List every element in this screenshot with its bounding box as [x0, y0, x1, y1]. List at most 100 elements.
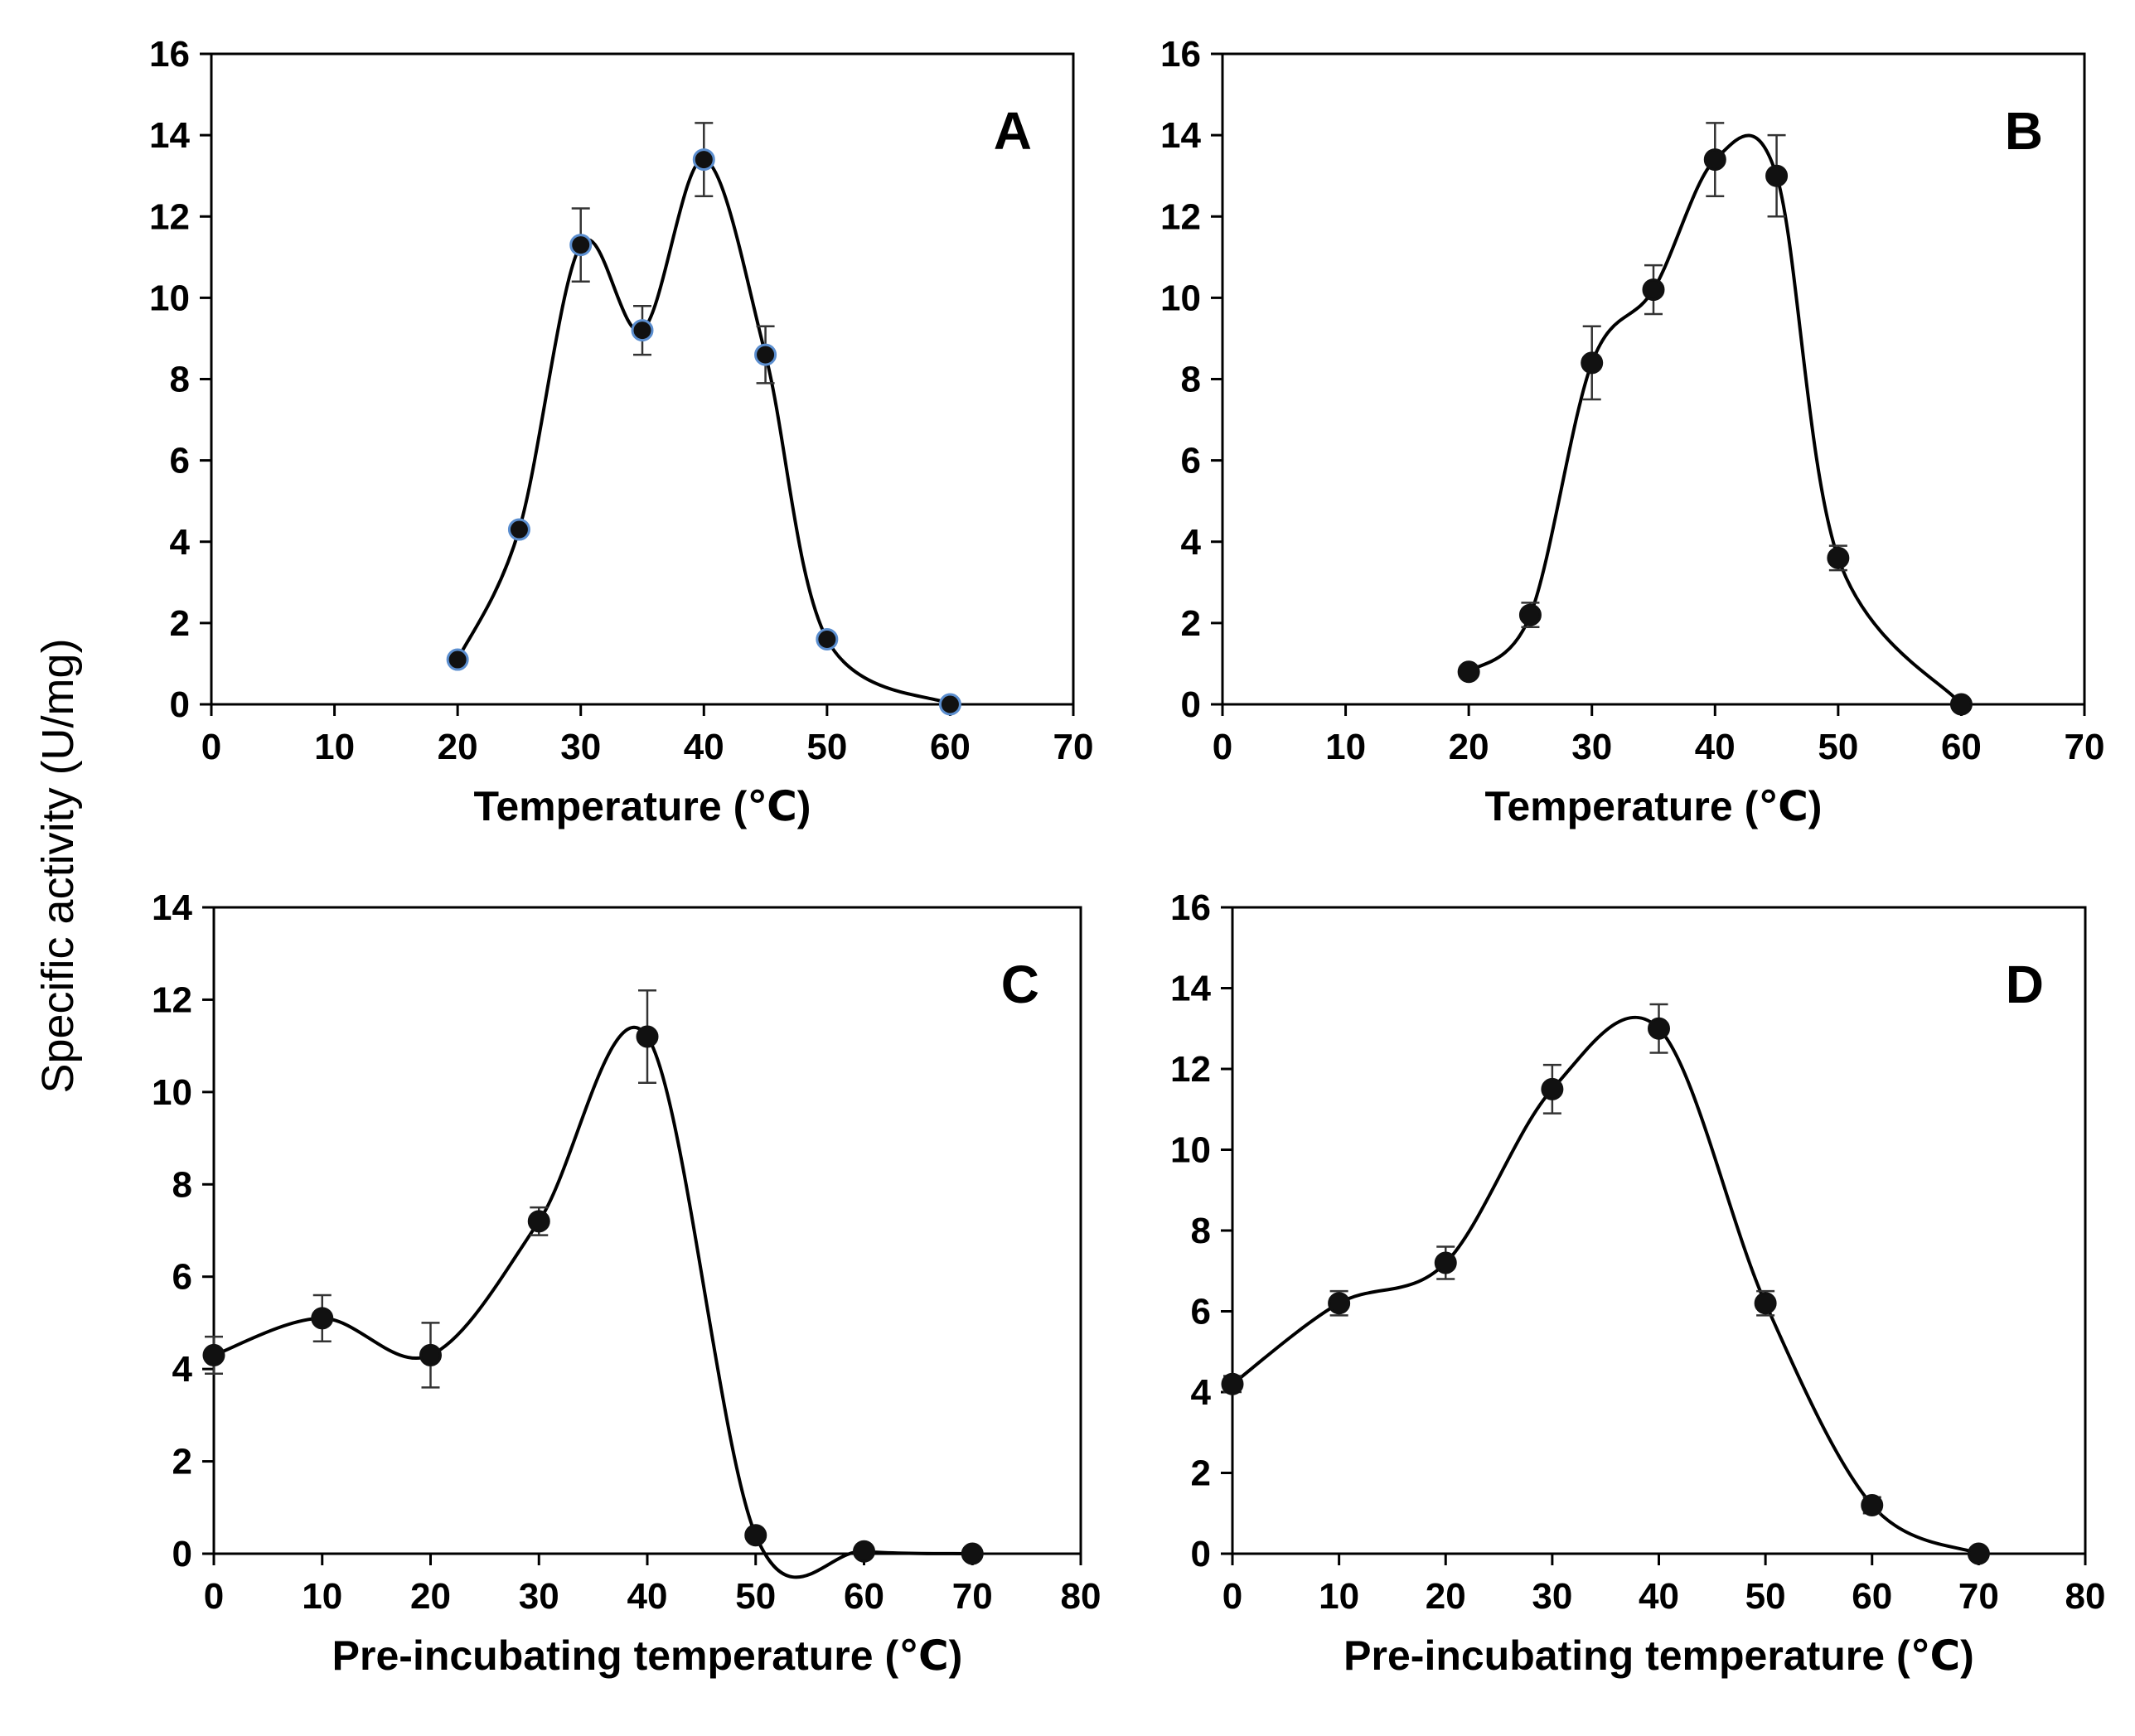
data-point-a: [938, 693, 961, 716]
y-tick-label-b: 6: [1181, 441, 1201, 481]
chart-panel-a: 0 2 4 6 8 10 12 14 16 0 10 20 30 40 50 60 70 Temperature …: [149, 34, 1093, 829]
x-tick-label-b: 60: [1941, 727, 1982, 767]
y-tick-label-c: 4: [172, 1349, 193, 1390]
x-axis-label-c: Pre-incubating temperature (℃): [332, 1632, 963, 1679]
x-tick-label-d: 0: [1222, 1576, 1242, 1617]
x-tick-label-a: 40: [684, 727, 724, 767]
data-point-b: [1642, 278, 1665, 302]
chart-panel-c: 0 2 4 6 8 10 12 14 0 10 20 30 40 50 60 70 80 Pre-incubati…: [152, 887, 1101, 1679]
x-tick-label-c: 10: [302, 1576, 342, 1617]
data-point-a: [754, 343, 777, 366]
y-tick-label-b: 12: [1160, 196, 1201, 237]
x-tick-label-c: 70: [952, 1576, 993, 1617]
data-point-a: [816, 628, 839, 650]
x-tick-label-d: 60: [1852, 1576, 1892, 1617]
data-point-c: [419, 1343, 442, 1366]
x-tick-label-d: 10: [1319, 1576, 1359, 1617]
data-point-d: [1648, 1017, 1670, 1040]
y-tick-label-d: 14: [1170, 969, 1211, 1009]
series-line-c: [213, 1026, 973, 1579]
series-line-d: [1231, 1015, 1980, 1555]
series-line-b: [1467, 133, 1963, 706]
data-point-c: [853, 1540, 875, 1563]
chart-panel-d: 0 2 4 6 8 10 12 14 16 0 10 20 30 40 50 60 70 80 Pre-incuba…: [1170, 887, 2105, 1679]
data-point-c: [527, 1210, 550, 1233]
data-point-b: [1949, 693, 1973, 716]
shared-y-axis-label: Specific activity (U/mg): [33, 638, 83, 1093]
data-point-d: [1221, 1372, 1244, 1395]
data-point-c: [961, 1542, 984, 1565]
data-point-b: [1518, 603, 1542, 626]
y-tick-label-d: 0: [1191, 1534, 1211, 1574]
data-point-a: [692, 148, 715, 172]
chart-panel-b: 0 2 4 6 8 10 12 14 16 0 10 20 30 40 50 60 70 Temperature …: [1160, 34, 2104, 829]
data-point-d: [1434, 1251, 1457, 1274]
panel-letter-d: D: [2006, 955, 2044, 1014]
y-tick-label-a: 0: [170, 684, 190, 725]
y-tick-label-a: 8: [170, 360, 190, 400]
y-tick-label-d: 12: [1170, 1049, 1211, 1090]
y-tick-label-c: 12: [152, 979, 192, 1020]
y-tick-label-a: 10: [149, 278, 190, 318]
y-tick-label-b: 10: [1160, 278, 1201, 318]
data-point-a: [569, 234, 593, 257]
x-tick-label-b: 70: [2065, 727, 2105, 767]
y-tick-label-b: 8: [1181, 360, 1201, 400]
x-tick-label-c: 20: [410, 1576, 451, 1617]
x-tick-label-c: 60: [844, 1576, 884, 1617]
y-tick-label-a: 14: [149, 115, 190, 156]
x-tick-label-d: 50: [1745, 1576, 1786, 1617]
x-tick-label-a: 60: [930, 727, 971, 767]
x-tick-label-a: 50: [806, 727, 847, 767]
panel-letter-c: C: [1001, 955, 1039, 1014]
y-tick-label-a: 4: [170, 522, 191, 563]
x-tick-label-c: 30: [519, 1576, 559, 1617]
data-point-a: [446, 648, 469, 671]
x-tick-label-c: 40: [627, 1576, 668, 1617]
x-tick-label-b: 30: [1571, 727, 1612, 767]
x-tick-label-d: 80: [2065, 1576, 2106, 1617]
x-tick-label-b: 0: [1213, 727, 1232, 767]
x-tick-label-b: 20: [1449, 727, 1489, 767]
x-axis-label-d: Pre-incubating temperature (℃): [1343, 1632, 1974, 1679]
y-tick-label-c: 0: [172, 1534, 192, 1574]
data-point-c: [636, 1025, 659, 1048]
y-tick-label-b: 14: [1160, 115, 1201, 156]
data-point-b: [1581, 351, 1604, 375]
data-point-d: [1861, 1494, 1884, 1516]
x-tick-label-d: 30: [1532, 1576, 1572, 1617]
y-tick-label-b: 16: [1160, 34, 1201, 75]
y-tick-label-d: 8: [1191, 1211, 1211, 1251]
x-axis-label-b: Temperature (℃): [1485, 783, 1823, 829]
plot-frame-b: [1221, 52, 2086, 706]
y-tick-label-c: 8: [172, 1164, 192, 1205]
y-tick-label-d: 10: [1170, 1130, 1211, 1171]
data-point-a: [631, 319, 654, 342]
y-tick-label-b: 4: [1181, 522, 1202, 563]
x-axis-label-a: Temperature (℃): [474, 783, 811, 829]
data-point-d: [1328, 1292, 1351, 1315]
y-tick-label-d: 4: [1191, 1372, 1212, 1413]
y-tick-label-a: 6: [170, 441, 190, 481]
panel-letter-b: B: [2005, 101, 2043, 161]
y-tick-label-d: 6: [1191, 1292, 1211, 1332]
panel-letter-a: A: [994, 101, 1032, 161]
y-tick-label-b: 2: [1181, 603, 1201, 644]
x-tick-label-d: 70: [1958, 1576, 1999, 1617]
x-tick-label-a: 30: [560, 727, 601, 767]
y-tick-label-c: 14: [152, 887, 192, 928]
x-tick-label-a: 70: [1053, 727, 1094, 767]
y-tick-label-b: 0: [1181, 684, 1201, 725]
y-tick-label-c: 2: [172, 1442, 192, 1482]
data-point-d: [1541, 1077, 1564, 1100]
x-tick-label-d: 20: [1426, 1576, 1466, 1617]
y-tick-label-c: 6: [172, 1257, 192, 1298]
data-point-c: [202, 1343, 225, 1366]
data-point-b: [1703, 148, 1726, 172]
data-point-c: [744, 1524, 767, 1547]
data-point-d: [1967, 1542, 1990, 1565]
data-point-a: [507, 518, 530, 541]
data-point-c: [311, 1307, 334, 1330]
